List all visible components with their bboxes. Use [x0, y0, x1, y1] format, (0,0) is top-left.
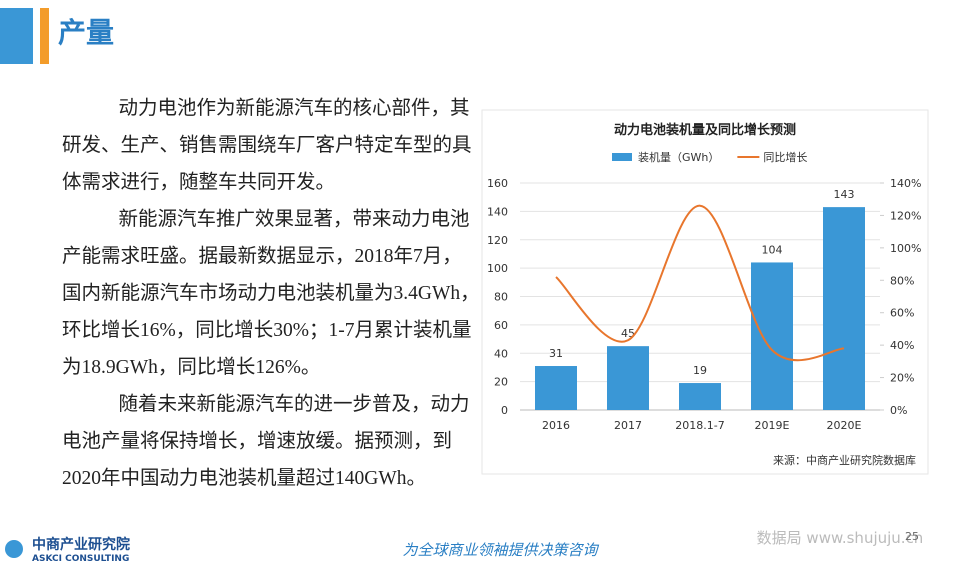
- legend-label: 装机量（GWh）: [638, 150, 719, 164]
- x-tick-label: 2019E: [755, 419, 790, 432]
- watermark: 数据局 www.shujuju.cn: [757, 529, 924, 547]
- text-line: 环比增长16%，同比增长30%；1-7月累计装机量: [62, 320, 472, 341]
- y2-tick-label: 60%: [890, 307, 914, 320]
- slogan: 为全球商业领袖提供决策咨询: [402, 541, 599, 559]
- text-line: 随着未来新能源汽车的进一步普及，动力: [118, 394, 470, 415]
- text-line: 研发、生产、销售需围绕车厂客户特定车型的具: [62, 135, 472, 156]
- text-line: 国内新能源汽车市场动力电池装机量为3.4GWh，: [62, 283, 480, 304]
- data-label: 104: [762, 243, 783, 256]
- bar: [535, 366, 577, 410]
- y2-tick-label: 0%: [890, 404, 907, 417]
- legend-swatch: [612, 153, 632, 161]
- y2-tick-label: 100%: [890, 242, 921, 255]
- legend-label: 同比增长: [763, 150, 807, 164]
- chart-title: 动力电池装机量及同比增长预测: [614, 122, 796, 138]
- x-tick-label: 2018.1-7: [675, 419, 724, 432]
- x-tick-label: 2020E: [827, 419, 862, 432]
- x-tick-label: 2016: [542, 419, 570, 432]
- y-tick-label: 60: [494, 319, 508, 332]
- data-label: 143: [834, 188, 855, 201]
- header-bar: [0, 8, 33, 64]
- y-tick-label: 140: [487, 205, 508, 218]
- y-tick-label: 40: [494, 347, 508, 360]
- y-tick-label: 160: [487, 177, 508, 190]
- logo-icon: [5, 540, 23, 558]
- header-accent: [40, 8, 49, 64]
- y-tick-label: 120: [487, 234, 508, 247]
- x-tick-label: 2017: [614, 419, 642, 432]
- y2-tick-label: 40%: [890, 339, 914, 352]
- bar: [679, 383, 721, 410]
- y2-tick-label: 140%: [890, 177, 921, 190]
- text-line: 体需求进行，随整车共同开发。: [62, 172, 336, 193]
- company: 中商产业研究院: [32, 536, 130, 553]
- y-tick-label: 100: [487, 262, 508, 275]
- y2-tick-label: 120%: [890, 209, 921, 222]
- source: 来源：中商产业研究院数据库: [773, 453, 916, 467]
- bar: [823, 207, 865, 410]
- text-line: 2020年中国动力电池装机量超过140GWh。: [62, 468, 426, 489]
- y-tick-label: 80: [494, 291, 508, 304]
- data-label: 19: [693, 364, 707, 377]
- text-line: 产能需求旺盛。据最新数据显示，2018年7月，: [62, 246, 462, 267]
- line: [555, 204, 845, 362]
- text-line: 动力电池作为新能源汽车的核心部件，其: [118, 98, 470, 119]
- text-line: 为18.9GWh，同比增长126%。: [62, 357, 321, 378]
- bar: [607, 346, 649, 410]
- bar: [751, 262, 793, 410]
- y2-tick-label: 80%: [890, 274, 914, 287]
- chart-frame: [481, 109, 929, 475]
- page-number: 25: [905, 530, 919, 543]
- page-title: 产量: [58, 16, 114, 49]
- y-tick-label: 0: [501, 404, 508, 417]
- company-en: ASKCI CONSULTING: [32, 554, 129, 563]
- data-label: 45: [621, 327, 635, 340]
- text-line: 电池产量将保持增长，增速放缓。据预测，到: [62, 431, 453, 452]
- y-tick-label: 20: [494, 376, 508, 389]
- y2-tick-label: 20%: [890, 372, 914, 385]
- data-label: 31: [549, 347, 563, 360]
- text-line: 新能源汽车推广效果显著，带来动力电池: [118, 209, 470, 230]
- body-text: 动力电池作为新能源汽车的核心部件，其研发、生产、销售需围绕车厂客户特定车型的具体…: [62, 90, 492, 497]
